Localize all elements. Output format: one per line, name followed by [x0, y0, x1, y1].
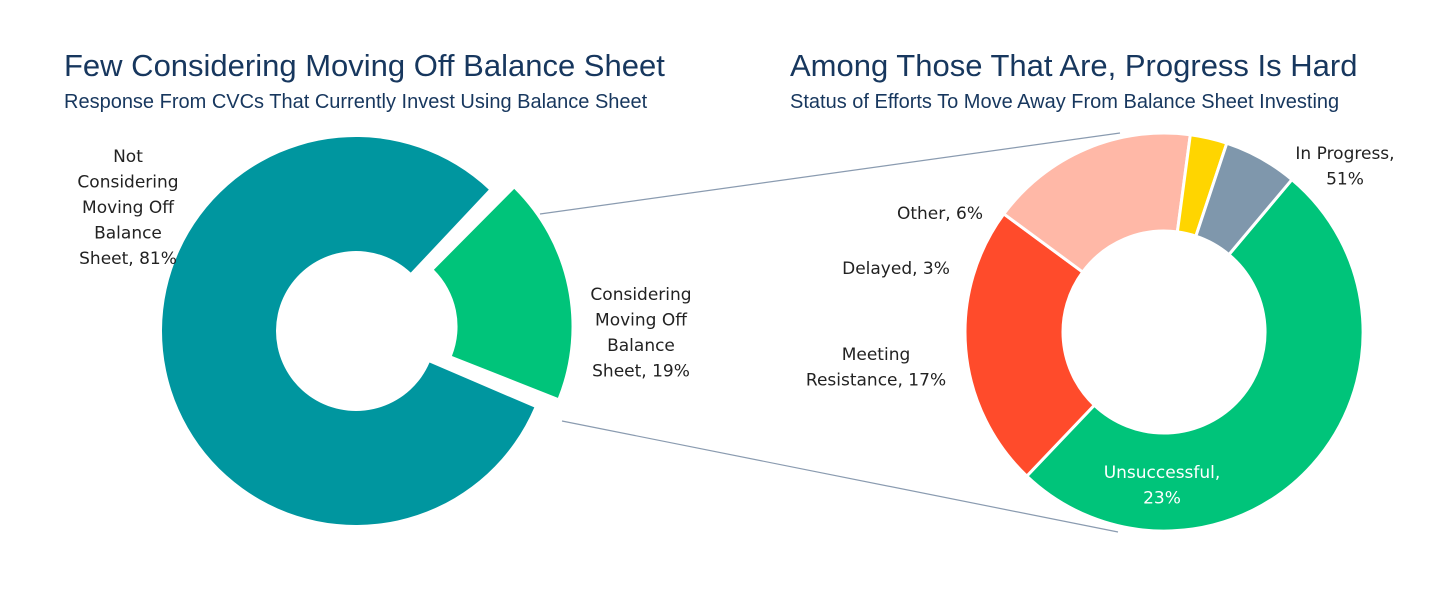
label-considering-line: Balance — [607, 336, 675, 356]
label-not-considering-line: Not — [113, 147, 143, 167]
label-meeting-resistance: Meeting Resistance, 17% — [806, 345, 946, 391]
connector-line-top — [539, 132, 1121, 215]
left-chart-subtitle: Response From CVCs That Currently Invest… — [64, 91, 648, 113]
right-chart-title: Among Those That Are, Progress Is Hard — [790, 48, 1358, 83]
label-unsuccessful: Unsuccessful, 23% — [1104, 463, 1221, 509]
label-not-considering: Not Considering Moving Off Balance Sheet, 81… — [77, 147, 178, 269]
label-not-considering-line: Moving Off — [82, 198, 175, 218]
left-chart-title: Few Considering Moving Off Balance Sheet — [64, 48, 665, 83]
right-slice-meeting-resistance-17 — [1001, 131, 1193, 275]
label-delayed-line: Delayed, 3% — [842, 259, 950, 279]
label-considering: Considering Moving Off Balance Sheet, 19% — [590, 285, 691, 382]
label-in-progress-line: 51% — [1326, 170, 1364, 190]
label-considering-line: Sheet, 19% — [592, 362, 690, 382]
label-considering-line: Moving Off — [595, 311, 688, 331]
label-meeting-resistance-line: Resistance, 17% — [806, 371, 946, 391]
right-slice-unsuccessful-23 — [963, 211, 1097, 479]
label-meeting-resistance-line: Meeting — [842, 345, 911, 365]
right-slice-other-6 — [1193, 141, 1295, 257]
right-donut-chart — [963, 131, 1365, 533]
connector-lines — [539, 132, 1121, 533]
label-not-considering-line: Sheet, 81% — [79, 249, 177, 269]
label-other: Other, 6% — [897, 204, 983, 224]
label-not-considering-line: Considering — [77, 173, 178, 193]
left-slice-not-81 — [161, 136, 535, 525]
slice-labels: Not Considering Moving Off Balance Sheet, 81… — [77, 144, 1394, 509]
label-unsuccessful-line: 23% — [1143, 489, 1181, 509]
right-slice-in-progress-51 — [1024, 177, 1365, 533]
label-delayed: Delayed, 3% — [842, 259, 950, 279]
label-considering-line: Considering — [590, 285, 691, 305]
label-other-line: Other, 6% — [897, 204, 983, 224]
label-unsuccessful-line: Unsuccessful, — [1104, 463, 1221, 483]
label-in-progress: In Progress, 51% — [1295, 144, 1394, 190]
left-donut-chart — [161, 136, 572, 525]
connector-line-bottom — [561, 420, 1119, 533]
right-chart-subtitle: Status of Efforts To Move Away From Bala… — [790, 91, 1340, 113]
left-slice-considering-19 — [433, 188, 572, 398]
label-not-considering-line: Balance — [94, 224, 162, 244]
label-in-progress-line: In Progress, — [1295, 144, 1394, 164]
